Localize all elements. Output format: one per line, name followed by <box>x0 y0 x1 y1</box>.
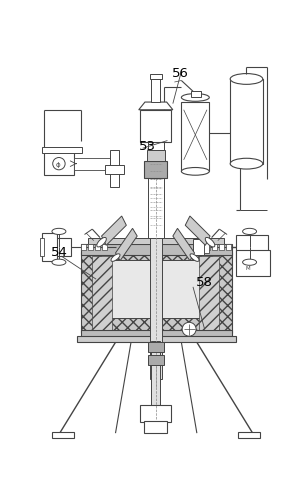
Bar <box>147 150 165 161</box>
Bar <box>238 237 261 256</box>
Bar <box>105 165 124 174</box>
Ellipse shape <box>243 259 257 265</box>
Bar <box>74 158 114 170</box>
Bar <box>230 79 263 164</box>
Bar <box>140 110 171 142</box>
Bar <box>42 233 57 261</box>
Bar <box>205 244 210 250</box>
Bar <box>151 341 161 418</box>
Bar <box>236 235 268 262</box>
Bar <box>47 237 71 256</box>
Ellipse shape <box>111 254 120 262</box>
Ellipse shape <box>230 158 263 169</box>
Bar <box>81 244 232 255</box>
Bar <box>140 405 171 422</box>
Bar <box>148 142 164 150</box>
Ellipse shape <box>205 237 215 247</box>
Circle shape <box>182 322 196 336</box>
Bar <box>81 244 86 250</box>
Bar <box>81 330 232 338</box>
Bar <box>199 256 219 333</box>
Text: 53: 53 <box>139 140 156 153</box>
Text: 58: 58 <box>196 276 213 289</box>
Bar <box>150 75 162 79</box>
Bar <box>193 239 204 255</box>
Ellipse shape <box>52 259 66 265</box>
Bar <box>110 150 119 187</box>
Bar <box>77 336 236 342</box>
Bar <box>212 244 217 250</box>
Bar <box>226 244 231 250</box>
Bar <box>192 91 201 97</box>
Polygon shape <box>185 216 210 245</box>
Ellipse shape <box>230 74 263 84</box>
Bar <box>204 241 209 253</box>
Bar <box>52 431 74 438</box>
Bar <box>102 244 107 250</box>
Ellipse shape <box>181 167 209 175</box>
Bar <box>44 152 74 175</box>
Bar <box>95 244 100 250</box>
Bar <box>144 421 168 433</box>
Ellipse shape <box>52 228 66 234</box>
Bar <box>148 342 164 352</box>
Text: 56: 56 <box>172 67 189 80</box>
Bar <box>88 237 224 244</box>
Ellipse shape <box>243 228 257 234</box>
Bar <box>144 161 168 177</box>
Text: 54: 54 <box>51 246 68 260</box>
Bar <box>88 244 93 250</box>
Bar <box>148 355 164 365</box>
Ellipse shape <box>97 237 106 247</box>
Ellipse shape <box>181 94 209 101</box>
Bar <box>40 237 44 256</box>
Bar <box>92 256 112 333</box>
Polygon shape <box>102 216 126 245</box>
Bar <box>238 431 260 438</box>
Bar <box>150 164 162 380</box>
Text: ϕ: ϕ <box>55 162 60 168</box>
Bar <box>181 102 209 171</box>
Bar <box>151 79 161 102</box>
Bar <box>148 126 164 237</box>
Bar <box>42 147 82 153</box>
Polygon shape <box>139 102 173 110</box>
Bar <box>236 250 270 276</box>
Text: M: M <box>246 266 250 271</box>
Circle shape <box>53 157 65 170</box>
Bar <box>81 252 232 333</box>
Polygon shape <box>116 228 137 261</box>
Bar <box>219 244 224 250</box>
Polygon shape <box>173 228 195 261</box>
Bar <box>100 260 212 318</box>
Ellipse shape <box>190 254 199 262</box>
